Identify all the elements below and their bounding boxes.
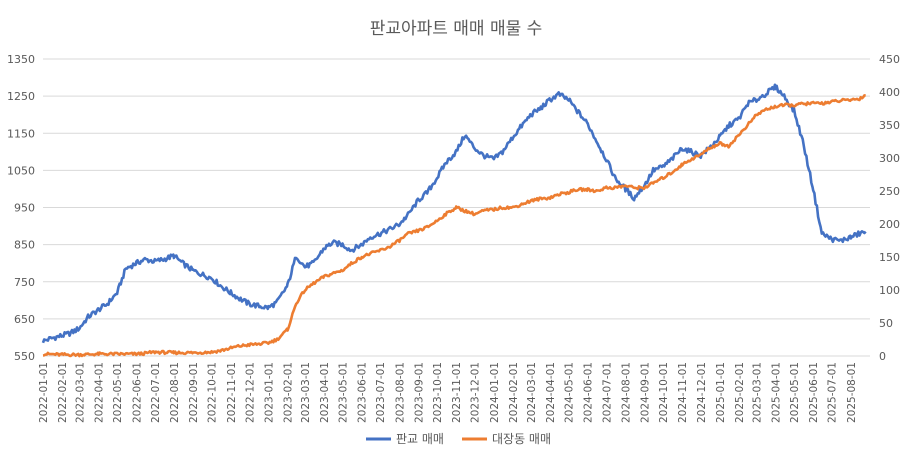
- y-right-tick-label: 0: [879, 350, 886, 363]
- legend-label-pangyo: 판교 매매: [396, 432, 444, 446]
- x-tick-label: 2024-03-01: [526, 362, 538, 423]
- chart-title: 판교아파트 매매 매물 수: [370, 19, 543, 39]
- x-tick-label: 2024-09-01: [640, 362, 652, 423]
- y-right-tick-label: 400: [879, 86, 900, 99]
- series-line-daejang: [42, 94, 866, 358]
- x-tick-label: 2024-11-01: [677, 362, 689, 423]
- x-tick-label: 2025-08-01: [846, 362, 858, 423]
- x-tick-label: 2023-12-01: [470, 362, 482, 423]
- y-left-tick-label: 950: [14, 202, 35, 215]
- x-tick-label: 2022-08-01: [169, 362, 181, 423]
- y-right-tick-label: 350: [879, 119, 900, 132]
- y-axis-right: 0 50 100 150 200 250 300 350 400 450: [879, 53, 900, 363]
- x-tick-label: 2022-04-01: [94, 362, 106, 423]
- x-tick-label: 2024-12-01: [696, 362, 708, 423]
- x-tick-label: 2022-11-01: [226, 362, 238, 423]
- y-right-tick-label: 100: [879, 284, 900, 297]
- y-left-tick-label: 850: [14, 239, 35, 252]
- legend: 판교 매매 대장동 매매: [366, 432, 551, 446]
- x-tick-label: 2023-09-01: [414, 362, 426, 423]
- y-left-tick-label: 750: [14, 276, 35, 289]
- x-tick-label: 2024-07-01: [601, 362, 613, 423]
- x-tick-label: 2023-08-01: [394, 362, 406, 423]
- x-tick-label: 2022-07-01: [150, 362, 162, 423]
- x-tick-label: 2023-06-01: [357, 362, 369, 423]
- x-tick-label: 2022-02-01: [57, 362, 69, 423]
- x-tick-label: 2022-09-01: [188, 362, 200, 423]
- y-left-tick-label: 550: [14, 350, 35, 363]
- x-tick-label: 2025-04-01: [771, 362, 783, 423]
- x-tick-label: 2023-03-01: [300, 362, 312, 423]
- x-tick-label: 2024-02-01: [508, 362, 520, 423]
- y-axis-left: 550 650 750 850 950 1050 1150 1250 1350: [7, 53, 35, 363]
- y-right-tick-label: 450: [879, 53, 900, 66]
- x-tick-label: 2025-01-01: [715, 362, 727, 423]
- y-right-tick-label: 200: [879, 218, 900, 231]
- y-left-tick-label: 650: [14, 313, 35, 326]
- x-tick-label: 2024-06-01: [583, 362, 595, 423]
- series-lines: [41, 83, 867, 358]
- x-tick-label: 2023-07-01: [375, 362, 387, 423]
- x-tick-label: 2024-05-01: [564, 362, 576, 423]
- x-tick-label: 2024-04-01: [545, 362, 557, 423]
- y-right-tick-label: 250: [879, 185, 900, 198]
- y-left-tick-label: 1250: [7, 90, 35, 103]
- x-tick-label: 2022-10-01: [207, 362, 219, 423]
- x-tick-label: 2023-01-01: [263, 362, 275, 423]
- x-tick-label: 2024-08-01: [620, 362, 632, 423]
- x-tick-label: 2022-12-01: [244, 362, 256, 423]
- legend-label-daejang: 대장동 매매: [492, 432, 551, 446]
- x-tick-label: 2023-02-01: [283, 362, 295, 423]
- x-tick-label: 2025-07-01: [827, 362, 839, 423]
- y-left-tick-label: 1350: [7, 53, 35, 66]
- x-tick-label: 2025-02-01: [734, 362, 746, 423]
- x-tick-label: 2025-05-01: [789, 362, 801, 423]
- x-tick-label: 2023-04-01: [319, 362, 331, 423]
- y-left-tick-label: 1150: [7, 127, 35, 140]
- x-tick-label: 2022-06-01: [131, 362, 143, 423]
- x-tick-label: 2024-10-01: [658, 362, 670, 423]
- x-tick-label: 2022-03-01: [74, 362, 86, 423]
- y-right-tick-label: 300: [879, 152, 900, 165]
- y-right-tick-label: 50: [879, 317, 893, 330]
- y-left-tick-label: 1050: [7, 164, 35, 177]
- x-tick-label: 2023-10-01: [432, 362, 444, 423]
- x-tick-label: 2022-01-01: [38, 362, 50, 423]
- x-tick-label: 2025-03-01: [751, 362, 763, 423]
- x-axis: 2022-01-01 2022-02-01 2022-03-01 2022-04-01…: [38, 362, 858, 423]
- series-line-pangyo: [41, 83, 867, 344]
- x-tick-label: 2023-05-01: [338, 362, 350, 423]
- x-tick-label: 2023-11-01: [451, 362, 463, 423]
- y-right-tick-label: 150: [879, 251, 900, 264]
- x-tick-label: 2025-06-01: [808, 362, 820, 423]
- x-tick-label: 2024-01-01: [489, 362, 501, 423]
- x-tick-label: 2022-05-01: [112, 362, 124, 423]
